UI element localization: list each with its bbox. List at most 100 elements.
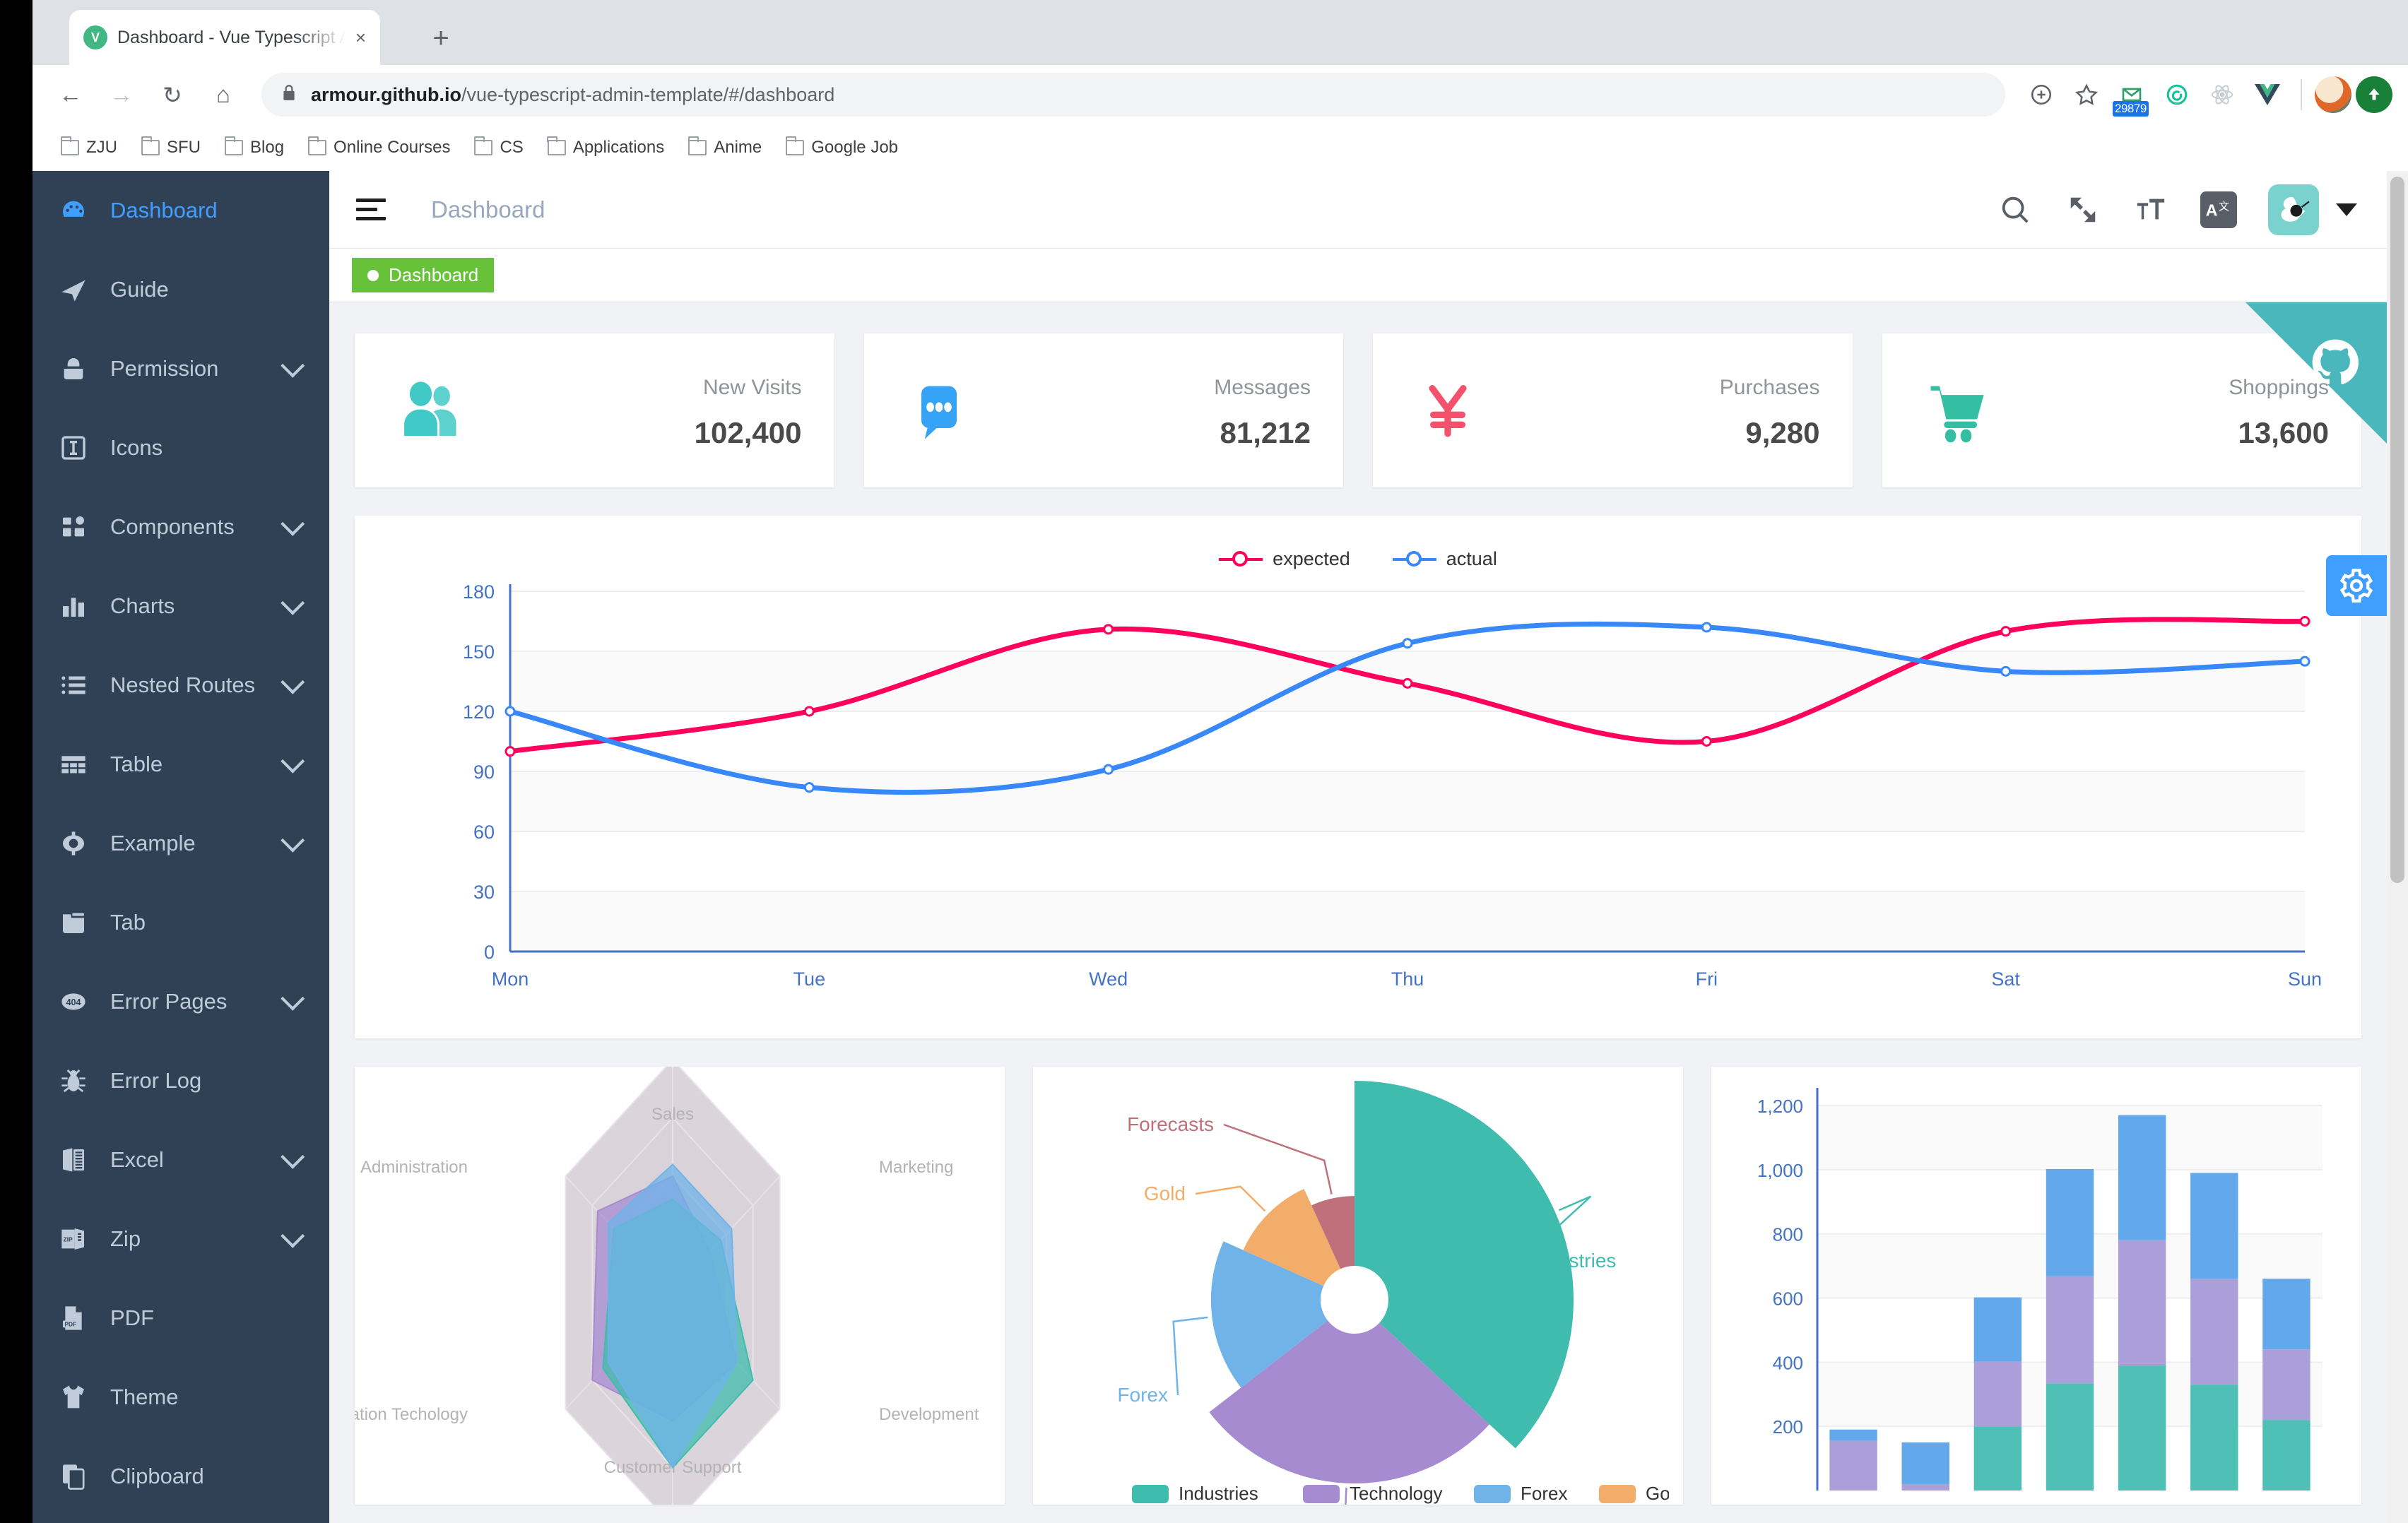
sidebar-item-pdf[interactable]: PDF PDF bbox=[33, 1279, 329, 1358]
browser-tab[interactable]: V Dashboard - Vue Typescript Ad × bbox=[69, 10, 380, 65]
sidebar-item-charts[interactable]: Charts bbox=[33, 567, 329, 646]
sidebar-item-label: Excel bbox=[110, 1147, 164, 1172]
stat-card-value: 102,400 bbox=[694, 415, 802, 449]
guide-icon bbox=[58, 274, 89, 305]
forward-icon[interactable]: → bbox=[110, 81, 134, 107]
svg-text:Development: Development bbox=[879, 1405, 979, 1424]
sidebar-item-zip[interactable]: ZIP Zip bbox=[33, 1199, 329, 1279]
chevron-down-icon[interactable] bbox=[281, 1144, 305, 1169]
chevron-down-icon[interactable] bbox=[281, 1223, 305, 1248]
toolbar-actions: 29879 bbox=[2021, 74, 2392, 117]
svg-text:PDF: PDF bbox=[64, 1321, 76, 1328]
weekly-line-chart[interactable]: 0 30 60 90 120 150 180 Mon Tue Wed Thu Fri Sat Sun bbox=[355, 570, 2340, 1022]
bookmark-star-icon[interactable] bbox=[2066, 74, 2107, 115]
home-icon[interactable]: ⌂ bbox=[216, 81, 230, 107]
clipboard-icon bbox=[58, 1461, 89, 1492]
profile-avatar[interactable] bbox=[2315, 76, 2351, 113]
sidebar-item-error-log[interactable]: Error Log bbox=[33, 1041, 329, 1120]
size-select-icon[interactable] bbox=[2132, 191, 2169, 228]
svg-text:Fri: Fri bbox=[1696, 968, 1718, 990]
cart-icon bbox=[1915, 372, 2000, 449]
sidebar-item-components[interactable]: Components bbox=[33, 487, 329, 567]
stat-card-new-visits[interactable]: New Visits 102,400 bbox=[355, 333, 834, 487]
fullscreen-icon[interactable] bbox=[2065, 191, 2101, 228]
chevron-down-icon[interactable] bbox=[281, 986, 305, 1011]
stat-card-text: Messages 81,212 bbox=[996, 372, 1311, 450]
settings-gear-button[interactable] bbox=[2326, 555, 2387, 616]
chevron-down-icon[interactable] bbox=[281, 591, 305, 615]
sidebar: Dashboard Guide Permission Icons Components C… bbox=[33, 171, 329, 1523]
search-icon[interactable] bbox=[1997, 191, 2034, 228]
address-bar[interactable]: armour.github.io/vue-typescript-admin-te… bbox=[261, 73, 2005, 117]
avatar[interactable] bbox=[2268, 184, 2319, 235]
back-icon[interactable]: ← bbox=[59, 81, 83, 107]
legend-item-expected[interactable]: expected bbox=[1219, 548, 1350, 570]
sidebar-item-guide[interactable]: Guide bbox=[33, 250, 329, 329]
stat-card-purchases[interactable]: Purchases 9,280 bbox=[1373, 333, 1853, 487]
scrollbar-thumb[interactable] bbox=[2390, 177, 2404, 883]
sidebar-item-label: PDF bbox=[110, 1305, 154, 1330]
page-scrollbar[interactable] bbox=[2387, 171, 2408, 1523]
bookmark-label: Applications bbox=[572, 138, 665, 157]
desktop-background bbox=[0, 0, 33, 1523]
error-404-icon: 404 bbox=[58, 986, 89, 1017]
chevron-down-icon[interactable] bbox=[281, 828, 305, 853]
react-devtools-icon[interactable] bbox=[2202, 74, 2243, 115]
sidebar-item-permission[interactable]: Permission bbox=[33, 329, 329, 408]
svg-text:文: 文 bbox=[2219, 201, 2229, 213]
bookmark-item[interactable]: Google Job bbox=[777, 134, 907, 162]
bookmark-item[interactable]: CS bbox=[466, 134, 531, 162]
url-text: armour.github.io/vue-typescript-admin-te… bbox=[311, 84, 834, 106]
folder-icon bbox=[687, 136, 707, 155]
bookmark-item[interactable]: Anime bbox=[680, 134, 770, 162]
chevron-down-icon[interactable] bbox=[281, 353, 305, 378]
update-icon[interactable] bbox=[2356, 76, 2392, 113]
reload-icon[interactable]: ↻ bbox=[163, 81, 182, 108]
sidebar-item-nested-routes[interactable]: Nested Routes bbox=[33, 646, 329, 725]
stat-card-messages[interactable]: Messages 81,212 bbox=[863, 333, 1343, 487]
share-icon[interactable] bbox=[2021, 74, 2062, 115]
grammarly-ext-icon[interactable] bbox=[2156, 74, 2197, 115]
sidebar-item-excel[interactable]: Excel bbox=[33, 1120, 329, 1199]
hamburger-icon[interactable] bbox=[356, 193, 390, 227]
tshirt-icon bbox=[58, 1382, 89, 1413]
stat-card-shoppings[interactable]: Shoppings 13,600 bbox=[1882, 333, 2361, 487]
chevron-down-icon[interactable] bbox=[281, 670, 305, 694]
svg-text:90: 90 bbox=[473, 762, 495, 783]
chevron-down-icon[interactable] bbox=[281, 749, 305, 774]
bookmark-item[interactable]: Blog bbox=[216, 134, 293, 162]
gmail-ext-icon[interactable]: 29879 bbox=[2111, 74, 2152, 117]
bookmark-item[interactable]: Online Courses bbox=[300, 134, 459, 162]
sidebar-item-label: Icons bbox=[110, 435, 163, 460]
sidebar-item-label: Charts bbox=[110, 593, 175, 618]
sidebar-item-label: Theme bbox=[110, 1385, 179, 1409]
sidebar-item-theme[interactable]: Theme bbox=[33, 1358, 329, 1437]
sidebar-item-label: Components bbox=[110, 514, 235, 539]
bookmark-item[interactable]: SFU bbox=[133, 134, 209, 162]
bookmark-item[interactable]: Applications bbox=[539, 134, 673, 162]
chart-bar-icon bbox=[58, 591, 89, 622]
tag-item-dashboard[interactable]: Dashboard bbox=[352, 258, 495, 292]
github-icon[interactable] bbox=[2309, 336, 2361, 389]
sidebar-item-error-pages[interactable]: 404 Error Pages bbox=[33, 962, 329, 1041]
sidebar-item-tab[interactable]: Tab bbox=[33, 883, 329, 962]
legend-item-actual[interactable]: actual bbox=[1392, 548, 1497, 570]
sidebar-item-icons[interactable]: Icons bbox=[33, 408, 329, 487]
close-icon[interactable]: × bbox=[355, 26, 366, 48]
bookmark-item[interactable]: ZJU bbox=[52, 134, 126, 162]
new-tab-button[interactable]: + bbox=[432, 22, 449, 54]
svg-text:200: 200 bbox=[1773, 1416, 1803, 1438]
stat-card-value: 81,212 bbox=[1220, 415, 1311, 449]
chevron-down-icon[interactable] bbox=[2336, 203, 2357, 216]
weekly-user-activity-bar-chart[interactable]: 200 400 600 800 1,000 1,200 bbox=[1711, 1067, 2347, 1505]
chevron-down-icon[interactable] bbox=[281, 511, 305, 536]
asset-rose-chart[interactable]: Industries Technology Forex Gold Forecasts In… bbox=[1033, 1067, 1669, 1505]
sidebar-item-dashboard[interactable]: Dashboard bbox=[33, 171, 329, 250]
vue-devtools-icon[interactable] bbox=[2247, 74, 2288, 115]
sidebar-item-table[interactable]: Table bbox=[33, 725, 329, 804]
sidebar-item-example[interactable]: Example bbox=[33, 804, 329, 883]
stat-card-label: Shoppings bbox=[2229, 375, 2329, 399]
sidebar-item-clipboard[interactable]: Clipboard bbox=[33, 1437, 329, 1516]
